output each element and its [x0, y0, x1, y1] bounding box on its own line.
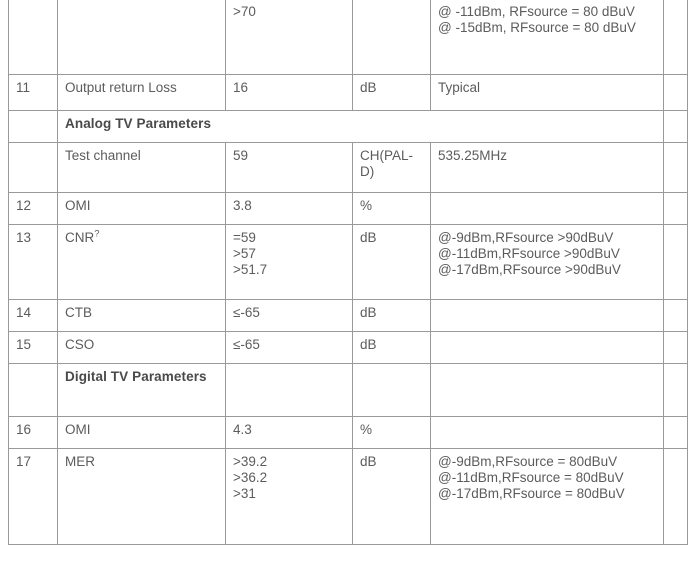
row-tail-cell: [663, 331, 688, 364]
row-note-cell: 535.25MHz: [430, 142, 664, 193]
row-item-cell: CTB: [57, 299, 226, 332]
row-unit-cell: dB: [352, 74, 431, 111]
row-number-cell: 10: [8, 0, 58, 75]
row-spec-cell: 4.3: [225, 416, 353, 449]
row-number-cell: 11: [8, 74, 58, 111]
table-row: 12 OMI 3.8 %: [8, 192, 688, 225]
row-item-cell: CNR?: [57, 224, 226, 300]
row-number-cell: [8, 363, 58, 417]
row-note-cell: [430, 192, 664, 225]
section-header-digital-tv-parameters: Digital TV Parameters: [57, 363, 226, 417]
table-row: 13 CNR? =59 >57 >51.7 dB @-9dBm,RFsource…: [8, 224, 688, 300]
row-tail-cell: [663, 299, 688, 332]
table-row: 17 MER >39.2 >36.2 >31 dB @-9dBm,RFsourc…: [8, 448, 688, 545]
row-unit-cell: dB: [352, 224, 431, 300]
row-note-cell: [430, 363, 664, 417]
row-unit-cell: %: [352, 416, 431, 449]
row-note-cell: [430, 331, 664, 364]
table-section-row-analog: Analog TV Parameters: [8, 110, 688, 143]
table-body: 10 Output level >80 >76 >70 dBuV @AGC(-9…: [8, 0, 688, 545]
row-number-cell: 16: [8, 416, 58, 449]
row-spec-cell: >80 >76 >70: [225, 0, 353, 75]
row-number-cell: [8, 110, 58, 143]
row-number-cell: 12: [8, 192, 58, 225]
row-number-cell: 14: [8, 299, 58, 332]
table-row: 11 Output return Loss 16 dB Typical: [8, 74, 688, 111]
row-unit-cell: dBuV: [352, 0, 431, 75]
row-item-cell: CSO: [57, 331, 226, 364]
table-section-row-digital: Digital TV Parameters: [8, 363, 688, 417]
footnote-marker: ?: [94, 228, 100, 240]
row-tail-cell: [663, 142, 688, 193]
row-spec-cell: =59 >57 >51.7: [225, 224, 353, 300]
specification-table: 10 Output level >80 >76 >70 dBuV @AGC(-9…: [8, 0, 688, 545]
row-note-cell: @-9dBm,RFsource >90dBuV @-11dBm,RFsource…: [430, 224, 664, 300]
table-row: 14 CTB ≤-65 dB: [8, 299, 688, 332]
row-unit-cell: CH(PAL-D): [352, 142, 431, 193]
row-tail-cell: [663, 416, 688, 449]
row-item-cell: MER: [57, 448, 226, 545]
row-item-cell: OMI: [57, 192, 226, 225]
row-number-cell: 17: [8, 448, 58, 545]
row-number-cell: [8, 142, 58, 193]
row-tail-cell: [663, 74, 688, 111]
row-note-cell: [430, 299, 664, 332]
row-item-label: CNR: [65, 230, 95, 245]
table-row: 16 OMI 4.3 %: [8, 416, 688, 449]
row-item-cell: OMI: [57, 416, 226, 449]
row-note-cell: @-9dBm,RFsource = 80dBuV @-11dBm,RFsourc…: [430, 448, 664, 545]
row-note-cell: Typical: [430, 74, 664, 111]
row-note-cell: [430, 416, 664, 449]
row-item-cell: Output return Loss: [57, 74, 226, 111]
row-tail-cell: [663, 110, 688, 143]
row-spec-cell: 16: [225, 74, 353, 111]
row-tail-cell: [663, 0, 688, 75]
table-row: 15 CSO ≤-65 dB: [8, 331, 688, 364]
row-unit-cell: dB: [352, 448, 431, 545]
row-tail-cell: [663, 192, 688, 225]
row-spec-cell: 59: [225, 142, 353, 193]
row-number-cell: 15: [8, 331, 58, 364]
row-tail-cell: [663, 448, 688, 545]
row-spec-cell: >39.2 >36.2 >31: [225, 448, 353, 545]
row-item-cell: Output level: [57, 0, 226, 75]
row-spec-cell: 3.8: [225, 192, 353, 225]
row-tail-cell: [663, 224, 688, 300]
row-unit-cell: dB: [352, 299, 431, 332]
row-spec-cell: ≤-65: [225, 299, 353, 332]
table-row: Test channel 59 CH(PAL-D) 535.25MHz: [8, 142, 688, 193]
row-spec-cell: ≤-65: [225, 331, 353, 364]
row-item-cell: Test channel: [57, 142, 226, 193]
row-spec-cell: [225, 363, 353, 417]
row-note-cell: @AGC(-9 ~ 0), RFsource = 80 dBuV @ -11dB…: [430, 0, 664, 75]
table-row: 10 Output level >80 >76 >70 dBuV @AGC(-9…: [8, 0, 688, 75]
row-tail-cell: [663, 363, 688, 417]
row-unit-cell: [352, 363, 431, 417]
section-header-analog-tv-parameters: Analog TV Parameters: [57, 110, 664, 143]
row-unit-cell: %: [352, 192, 431, 225]
row-number-cell: 13: [8, 224, 58, 300]
row-unit-cell: dB: [352, 331, 431, 364]
